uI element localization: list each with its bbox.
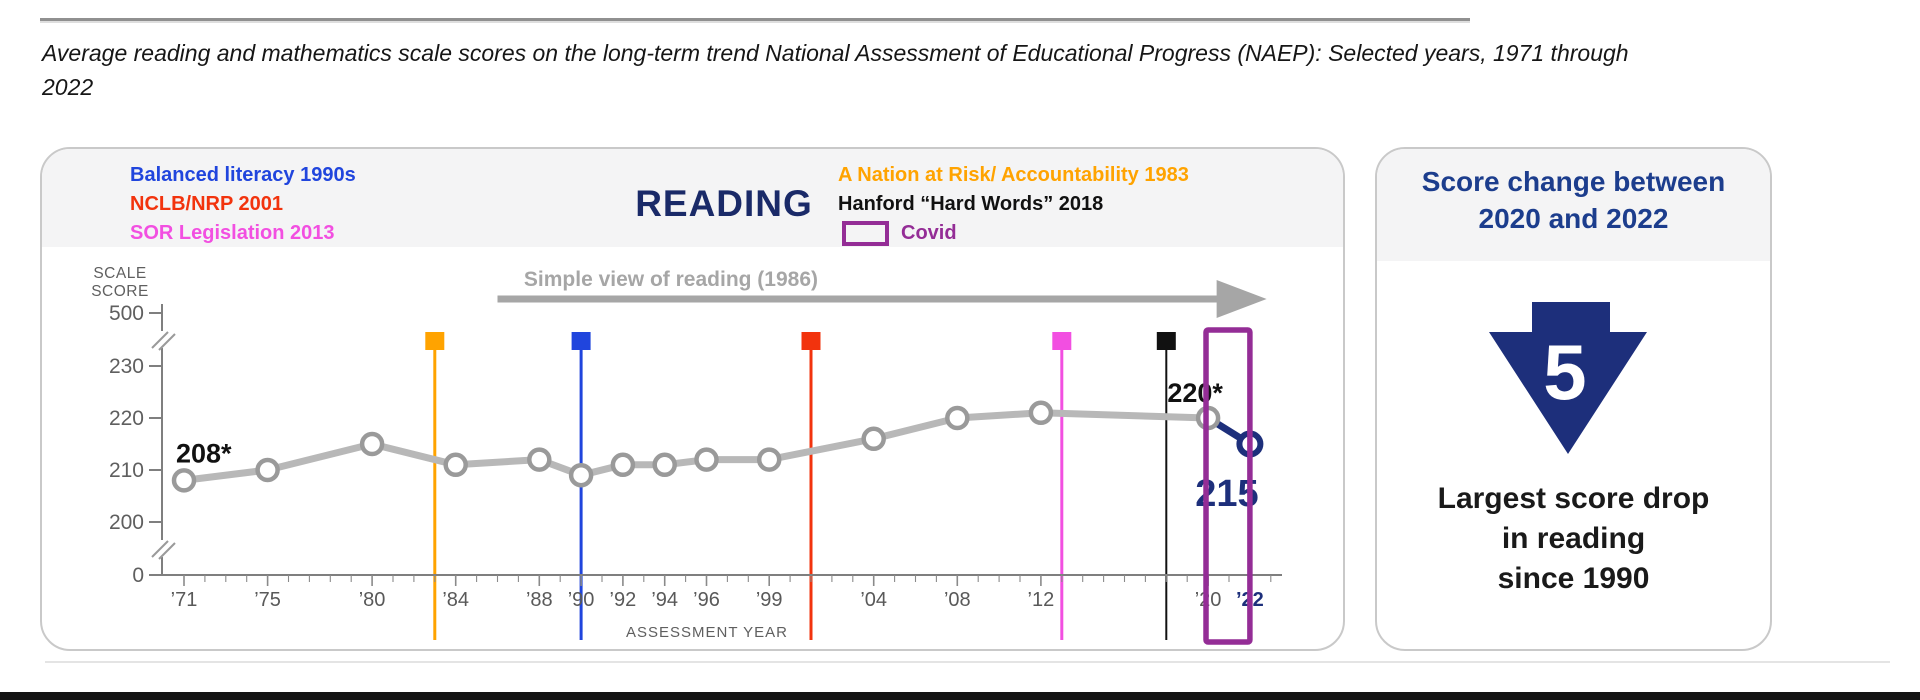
event-square-1990 [571, 332, 591, 350]
score-panel-header: Score change between 2020 and 2022 [1377, 149, 1770, 261]
x-tick-label: ’12 [1028, 589, 1055, 611]
y-tick-label: 220 [109, 407, 144, 430]
data-point-1988 [527, 447, 552, 472]
y-axis-title: SCORE [91, 283, 149, 300]
data-point-1971 [171, 468, 197, 493]
data-point-2012 [1028, 400, 1054, 426]
reading-series-line [180, 409, 1212, 484]
score-drop-value: 5 [1543, 328, 1586, 416]
x-tick-label: ’99 [756, 589, 783, 611]
x-tick-label: ’71 [171, 589, 198, 611]
reading-panel-header: Balanced literacy 1990s NCLB/NRP 2001 SOR … [42, 149, 1343, 247]
legend-label: SOR Legislation 2013 [130, 222, 335, 244]
data-point-1994 [652, 452, 677, 478]
legend-label: Covid [901, 222, 957, 244]
legend-item: A Nation at Risk/ Accountability 1983 [838, 161, 1189, 190]
y-tick-label: 230 [109, 355, 144, 378]
data-point-1999 [756, 447, 782, 472]
legend-label: Balanced literacy 1990s [130, 164, 356, 186]
reading-heading: READING [635, 183, 813, 224]
data-point-1980 [359, 431, 385, 457]
x-tick-label: ’96 [693, 589, 720, 611]
y-tick-label: 210 [109, 459, 144, 482]
legend-label: NCLB/NRP 2001 [130, 193, 284, 215]
x-tick-label: ’94 [651, 589, 678, 611]
bottom-bar [0, 692, 1920, 700]
reading-chart-panel: Balanced literacy 1990s NCLB/NRP 2001 SOR … [40, 147, 1345, 651]
axis-break-slash [151, 540, 169, 558]
annotation-2020: 220* [1167, 378, 1223, 408]
data-point-2004 [861, 426, 886, 452]
legend-item: Hanford “Hard Words” 2018 [838, 190, 1189, 219]
axis-break-slash [158, 333, 176, 351]
x-tick-label: ’75 [254, 589, 281, 611]
legend-label: Hanford “Hard Words” 2018 [838, 193, 1104, 215]
score-panel-title-line1: Score change between [1421, 166, 1726, 197]
legend-item: Balanced literacy 1990s [130, 161, 356, 190]
data-point-1990 [568, 462, 594, 488]
x-tick-label: ’04 [860, 589, 887, 611]
reading-line-chart: Simple view of reading (1986) 0 200 210 220 2… [91, 265, 1282, 645]
data-point-1992 [610, 452, 636, 478]
legend-label: A Nation at Risk/ Accountability 1983 [838, 164, 1189, 186]
event-square-2018 [1156, 332, 1176, 350]
score-panel-title-line2: 2020 and 2022 [1478, 203, 1669, 234]
event-square-2013 [1052, 332, 1072, 350]
data-point-1975 [255, 457, 280, 483]
score-caption: Largest score drop in reading since 1990 [1437, 482, 1710, 595]
y-axis-title: SCALE [93, 265, 146, 282]
x-tick-label: ’80 [359, 589, 386, 611]
annotation-1971: 208* [176, 438, 232, 468]
down-arrow-shape [1489, 302, 1647, 454]
axis-break-slash [151, 331, 169, 349]
legend-item: SOR Legislation 2013 [130, 219, 356, 248]
page-title-line2: 2022 [42, 74, 94, 100]
bottom-faint-divider [45, 661, 1890, 663]
x-tick-label: ’84 [442, 589, 469, 611]
data-point-1996 [694, 447, 719, 472]
legend-right: A Nation at Risk/ Accountability 1983 Han… [838, 161, 1189, 248]
page-title: Average reading and mathematics scale sc… [42, 36, 1642, 104]
y-tick-label: 0 [132, 564, 144, 587]
x-axis-title: ASSESSMENT YEAR [626, 624, 788, 641]
legend-left: Balanced literacy 1990s NCLB/NRP 2001 SOR … [130, 161, 356, 248]
legend-item: Covid [838, 219, 1189, 248]
score-change-panel: Score change between 2020 and 2022 5 Lar… [1375, 147, 1772, 651]
covid-highlight-box [1203, 327, 1253, 645]
x-tick-label: ’08 [944, 589, 971, 611]
axis-break-slash [158, 542, 176, 560]
event-square-2001 [801, 332, 821, 350]
y-tick-label: 200 [109, 511, 144, 534]
top-divider [40, 18, 1470, 23]
x-tick-label: ’90 [568, 589, 595, 611]
x-tick-label: ’88 [526, 589, 553, 611]
score-drop-arrow-icon: 5 [1489, 302, 1647, 454]
y-tick-label: 500 [109, 302, 144, 325]
event-square-1983 [425, 332, 445, 350]
x-tick-label: ’92 [610, 589, 637, 611]
legend-item: NCLB/NRP 2001 [130, 190, 356, 219]
simple-view-label: Simple view of reading (1986) [524, 268, 818, 291]
data-point-1984 [443, 452, 468, 478]
data-point-2008 [945, 405, 970, 431]
simple-view-arrowhead-icon [1216, 280, 1267, 318]
covid-box-icon [842, 221, 889, 246]
page-title-line1: Average reading and mathematics scale sc… [42, 40, 1629, 66]
